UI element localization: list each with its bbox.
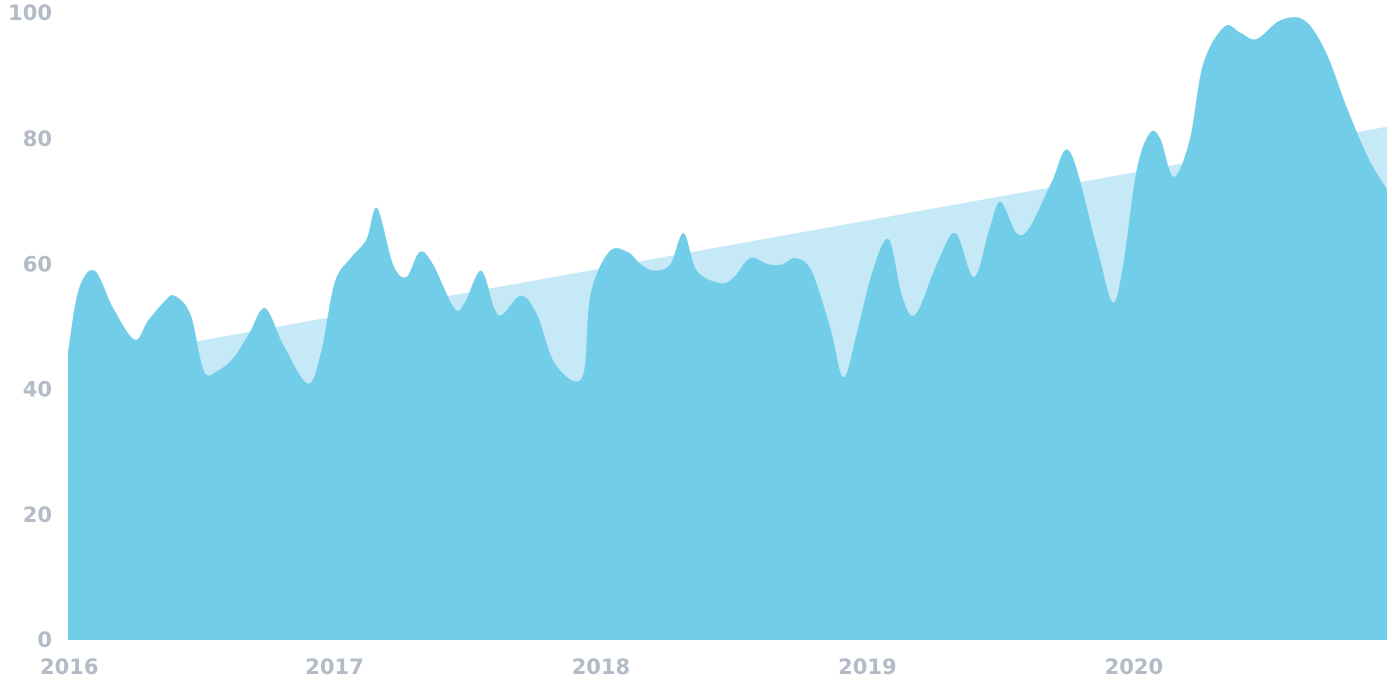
y-axis-ticks: 0 20 40 60 80 100 bbox=[8, 1, 52, 652]
series-area bbox=[68, 17, 1387, 641]
series-area-layer bbox=[68, 17, 1387, 641]
y-tick-label: 20 bbox=[23, 503, 52, 527]
y-tick-label: 0 bbox=[37, 628, 52, 652]
y-tick-label: 100 bbox=[8, 1, 52, 25]
x-tick-label: 2016 bbox=[40, 655, 98, 679]
y-tick-label: 80 bbox=[23, 127, 52, 151]
x-axis-ticks: 2016 2017 2018 2019 2020 bbox=[40, 655, 1163, 679]
y-tick-label: 40 bbox=[23, 378, 52, 402]
x-tick-label: 2017 bbox=[305, 655, 363, 679]
x-tick-label: 2018 bbox=[572, 655, 630, 679]
x-tick-label: 2019 bbox=[838, 655, 896, 679]
x-tick-label: 2020 bbox=[1105, 655, 1163, 679]
y-tick-label: 60 bbox=[23, 252, 52, 276]
